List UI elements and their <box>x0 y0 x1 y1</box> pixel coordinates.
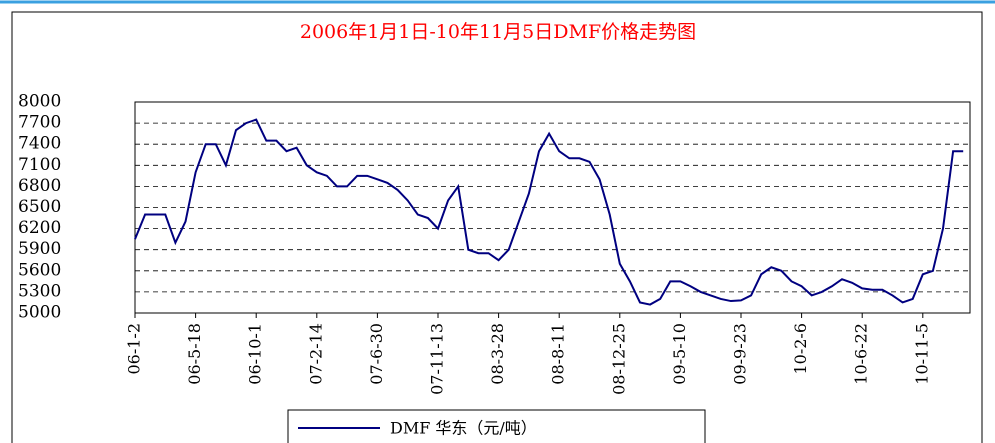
x-tick-label: 06-1-2 <box>125 323 144 375</box>
y-tick-label: 5600 <box>18 260 61 280</box>
x-tick-label: 06-5-18 <box>185 323 204 385</box>
x-tick-label: 07-11-13 <box>428 323 447 395</box>
y-tick-label: 8000 <box>18 92 61 112</box>
chart-title: 2006年1月1日-10年11月5日DMF价格走势图 <box>300 21 696 43</box>
y-tick-label: 6500 <box>18 197 61 217</box>
x-tick-label: 09-9-23 <box>731 323 750 385</box>
y-tick-label: 6200 <box>18 218 61 238</box>
x-tick-label: 10-6-22 <box>852 323 871 385</box>
x-tick-label: 08-12-25 <box>609 323 628 395</box>
x-tick-label: 10-11-5 <box>912 323 931 385</box>
x-tick-label: 09-5-10 <box>670 323 689 385</box>
legend-label: DMF 华东（元/吨） <box>390 419 537 438</box>
y-tick-label: 6800 <box>18 176 61 196</box>
legend <box>287 409 706 443</box>
y-tick-label: 7400 <box>18 134 61 154</box>
x-tick-label: 08-8-11 <box>549 323 568 385</box>
x-tick-label: 08-3-28 <box>488 323 507 385</box>
x-tick-label: 10-2-6 <box>791 323 810 375</box>
y-tick-label: 5000 <box>18 303 61 323</box>
y-tick-label: 7100 <box>18 155 61 175</box>
x-tick-label: 07-6-30 <box>367 323 386 385</box>
data-line <box>134 118 964 306</box>
x-tick-label: 06-10-1 <box>246 323 265 385</box>
y-tick-label: 5900 <box>18 239 61 259</box>
y-tick-label: 7700 <box>18 113 61 133</box>
x-tick-label: 07-2-14 <box>306 323 325 385</box>
y-tick-label: 5300 <box>18 281 61 301</box>
chart-frame <box>11 11 983 443</box>
